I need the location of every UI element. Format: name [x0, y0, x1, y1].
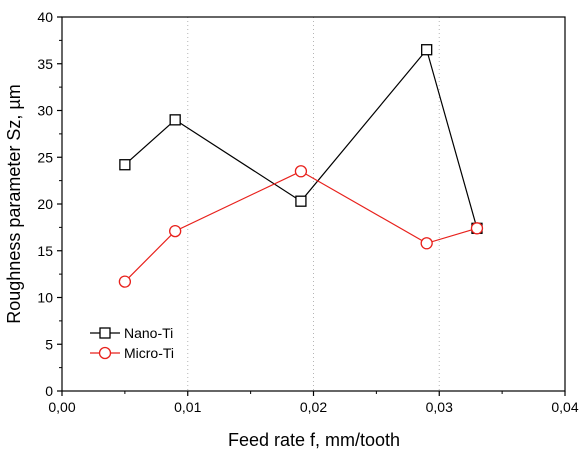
x-axis-title: Feed rate f, mm/tooth: [228, 430, 400, 450]
y-axis-title: Roughness parameter Sz, µm: [4, 84, 24, 323]
x-tick-label: 0,03: [426, 399, 453, 415]
data-point: [420, 237, 433, 250]
data-point: [119, 159, 131, 171]
data-point: [118, 275, 132, 288]
series-group: [118, 44, 484, 288]
y-tick-label: 25: [37, 149, 53, 165]
legend-label: Nano-Ti: [124, 325, 173, 341]
series-nano-ti: [119, 44, 483, 234]
data-point: [470, 222, 484, 235]
x-tick-label: 0,00: [48, 399, 75, 415]
legend-item: Micro-Ti: [90, 345, 174, 361]
x-tick-label: 0,02: [300, 399, 327, 415]
legend-marker: [98, 346, 112, 360]
legend-marker: [99, 327, 111, 339]
x-tick-label: 0,01: [174, 399, 201, 415]
axes: 0,00 0,01 0,02 0,03 0,04 0 5 10 15 20 25 30 35 40: [37, 9, 578, 415]
legend-label: Micro-Ti: [124, 345, 174, 361]
legend-item: Nano-Ti: [90, 325, 173, 341]
series-micro-ti: [118, 165, 484, 288]
y-tick-label: 5: [45, 336, 53, 352]
data-point: [421, 44, 433, 56]
y-tick-label: 10: [37, 290, 53, 306]
data-point: [169, 224, 182, 238]
grid: [187, 17, 440, 391]
y-tick-label: 0: [45, 383, 53, 399]
data-point: [295, 195, 307, 207]
y-tick-label: 35: [37, 56, 53, 72]
data-point: [294, 165, 308, 178]
y-tick-label: 20: [37, 196, 53, 212]
y-tick-label: 40: [37, 9, 53, 25]
data-point: [169, 114, 181, 126]
legend: Nano-Ti Micro-Ti: [90, 325, 174, 361]
y-tick-label: 15: [37, 243, 53, 259]
x-tick-label: 0,04: [551, 399, 578, 415]
y-tick-label: 30: [37, 103, 53, 119]
